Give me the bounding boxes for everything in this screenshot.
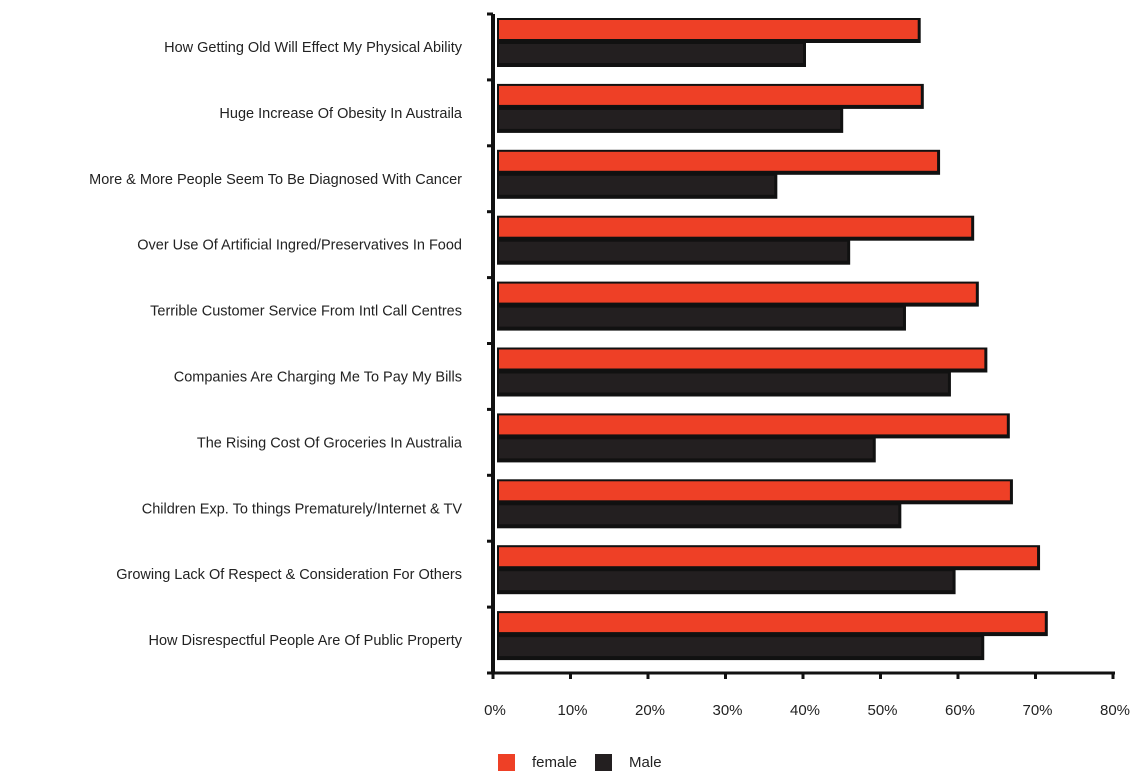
bar-male	[499, 505, 899, 525]
category-label: The Rising Cost Of Groceries In Australi…	[197, 435, 463, 451]
bar-female	[499, 547, 1038, 567]
x-tick-label: 70%	[1022, 702, 1052, 719]
bar-female	[499, 283, 976, 303]
legend-label-male: Male	[629, 754, 662, 771]
bar-female	[499, 217, 972, 237]
bar-male	[499, 44, 803, 63]
category-label: Huge Increase Of Obesity In Austraila	[219, 106, 463, 122]
bar-female	[499, 20, 918, 39]
bar-male	[499, 241, 848, 261]
bar-female	[499, 415, 1007, 435]
horizontal-bar-chart: How Getting Old Will Effect My Physical …	[89, 12, 1130, 719]
x-tick-label: 10%	[557, 702, 587, 719]
category-label: Terrible Customer Service From Intl Call…	[150, 304, 462, 320]
bar-male	[499, 307, 903, 327]
bar-male	[499, 571, 953, 591]
legend-swatch-female	[498, 754, 515, 771]
x-tick-labels: 0% 10% 20% 30% 40% 50% 60% 70% 80%	[484, 702, 1130, 719]
category-labels: How Getting Old Will Effect My Physical …	[89, 40, 463, 649]
category-label: Over Use Of Artificial Ingred/Preservati…	[137, 238, 462, 254]
bar-male	[499, 175, 775, 195]
bar-male	[499, 109, 841, 129]
x-tick-label: 30%	[712, 702, 742, 719]
x-tick-label: 40%	[790, 702, 820, 719]
category-label: Companies Are Charging Me To Pay My Bill…	[174, 369, 462, 385]
x-tick-label: 80%	[1100, 702, 1130, 719]
category-label: Children Exp. To things Prematurely/Inte…	[142, 501, 463, 517]
legend-label-female: female	[532, 754, 578, 771]
category-label: How Disrespectful People Are Of Public P…	[149, 633, 463, 649]
bar-male	[499, 373, 948, 393]
axes-group	[487, 12, 1115, 679]
legend-item-male: Male	[595, 754, 662, 771]
legend-item-female: female	[498, 754, 577, 771]
category-label: How Getting Old Will Effect My Physical …	[164, 40, 463, 56]
bar-female	[499, 349, 985, 369]
x-tick-label: 60%	[945, 702, 975, 719]
bar-male	[499, 637, 982, 657]
bar-female	[499, 151, 938, 171]
x-tick-label: 20%	[635, 702, 665, 719]
bar-female	[499, 481, 1010, 501]
bar-female	[499, 85, 921, 105]
x-tick-label: 50%	[867, 702, 897, 719]
category-label: More & More People Seem To Be Diagnosed …	[89, 172, 462, 188]
bars-group	[497, 18, 1048, 661]
legend-swatch-male	[595, 754, 613, 771]
category-label: Growing Lack Of Respect & Consideration …	[116, 567, 462, 583]
bar-female	[499, 613, 1045, 633]
bar-male	[499, 439, 873, 459]
x-tick-label: 0%	[484, 702, 506, 719]
legend: female Male	[498, 754, 680, 771]
